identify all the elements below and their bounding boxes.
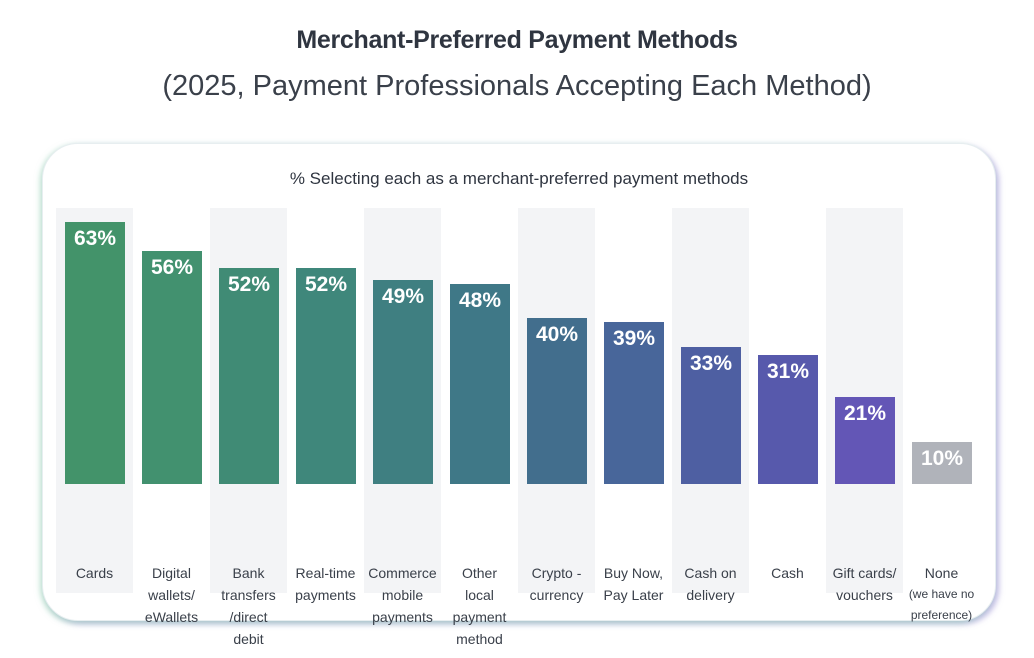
bar-value-label: 39% <box>612 327 656 350</box>
category-label: Crypto - currency <box>529 565 584 603</box>
category-label: Commerce mobile payments <box>368 565 437 625</box>
bar-column: 48% Other local payment method <box>441 208 518 647</box>
bar-value-label: 56% <box>150 256 194 279</box>
category-label: Cards <box>75 565 114 581</box>
bar-value-label: 63% <box>73 227 117 250</box>
bar: 21% <box>835 397 895 484</box>
category-label: Bank transfers /direct debit <box>221 565 276 647</box>
bar: 39% <box>604 322 664 484</box>
bar-column: 33% Cash on delivery <box>672 208 749 603</box>
category-label-line: None <box>924 565 959 581</box>
category-label: Buy Now, Pay Later <box>603 565 664 603</box>
bar: 49% <box>373 280 433 484</box>
bar-column: 52% Real-time payments <box>287 208 364 603</box>
bar-value-label: 33% <box>689 352 733 375</box>
bar: 48% <box>450 284 510 484</box>
bar-column: 49% Commerce mobile payments <box>364 208 441 625</box>
category-label: Real-time payments <box>295 565 356 603</box>
category-label: Cash <box>771 565 804 581</box>
panel-title: % Selecting each as a merchant-preferred… <box>289 169 749 188</box>
chart-subtitle: (2025, Payment Professionals Accepting E… <box>162 70 872 102</box>
chart-title: Merchant-Preferred Payment Methods <box>296 26 738 54</box>
bar: 33% <box>681 347 741 484</box>
category-label: Other local payment method <box>452 565 507 647</box>
bar-value-label: 10% <box>920 447 964 470</box>
category-label: Cash on delivery <box>684 565 737 603</box>
bar-column: 40% Crypto - currency <box>518 208 595 603</box>
bar-column: 63% Cards <box>56 208 133 593</box>
bar-column: 39% Buy Now, Pay Later <box>595 208 672 603</box>
bar-column: 21% Gift cards/ vouchers <box>826 208 903 603</box>
bar: 63% <box>65 222 125 484</box>
bar-column: 52% Bank transfers /direct debit <box>210 208 287 647</box>
bar: 52% <box>219 268 279 484</box>
bar-value-label: 40% <box>535 323 579 346</box>
bar-column: 10% None (we have no preference) <box>903 208 980 622</box>
bar: 52% <box>296 268 356 484</box>
chart-card: % Selecting each as a merchant-preferred… <box>42 143 996 647</box>
bar-value-label: 52% <box>227 273 271 296</box>
bar: 10% <box>912 442 972 484</box>
bar-value-label: 49% <box>381 285 425 308</box>
bar-value-label: 52% <box>304 273 348 296</box>
bar: 56% <box>142 251 202 484</box>
category-label: None (we have no preference) <box>903 562 980 626</box>
category-label: Gift cards/ vouchers <box>832 565 897 603</box>
category-label-line: (we have no <box>908 587 975 601</box>
category-label: Digital wallets/ eWallets <box>144 565 199 625</box>
bar-value-label: 31% <box>766 360 810 383</box>
category-label-line: preference) <box>910 608 973 622</box>
bar-value-label: 48% <box>458 289 502 312</box>
bar-value-label: 21% <box>843 402 887 425</box>
bar: 31% <box>758 355 818 484</box>
bar-column: 31% Cash <box>749 208 826 593</box>
bar-column: 56% Digital wallets/ eWallets <box>133 208 210 625</box>
bar: 40% <box>527 318 587 484</box>
